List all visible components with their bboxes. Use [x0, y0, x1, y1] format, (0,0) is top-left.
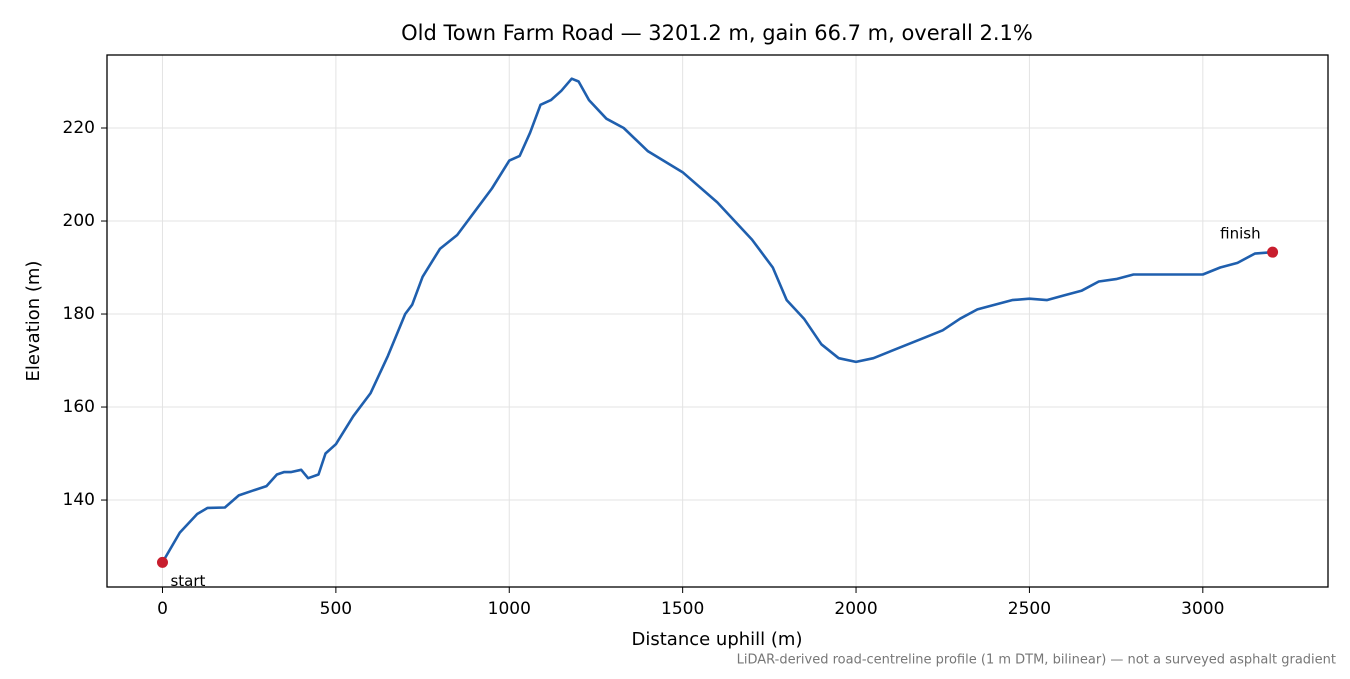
- x-axis-label: Distance uphill (m): [632, 629, 803, 650]
- x-tick-label: 2500: [1008, 599, 1051, 619]
- endpoint-marker: [156, 556, 168, 568]
- x-tick-label: 1000: [488, 599, 531, 619]
- x-tick-label: 3000: [1181, 599, 1224, 619]
- endpoint-label: start: [170, 572, 205, 590]
- endpoint-marker: [1267, 246, 1279, 258]
- x-tick-label: 2000: [834, 599, 877, 619]
- x-tick-label: 1500: [661, 599, 704, 619]
- footnote: LiDAR-derived road-centreline profile (1…: [737, 653, 1336, 668]
- y-tick-label: 220: [63, 118, 95, 138]
- y-tick-label: 180: [63, 304, 95, 324]
- y-tick-label: 160: [63, 397, 95, 417]
- y-tick-label: 140: [63, 490, 95, 510]
- endpoint-label: finish: [1220, 225, 1260, 243]
- y-axis-label: Elevation (m): [23, 261, 44, 382]
- plot-frame: [106, 54, 1329, 588]
- elevation-line: [161, 77, 1273, 564]
- x-tick-label: 0: [157, 599, 168, 619]
- chart-title: Old Town Farm Road — 3201.2 m, gain 66.7…: [401, 21, 1033, 45]
- x-tick-label: 500: [320, 599, 352, 619]
- y-tick-label: 200: [63, 211, 95, 231]
